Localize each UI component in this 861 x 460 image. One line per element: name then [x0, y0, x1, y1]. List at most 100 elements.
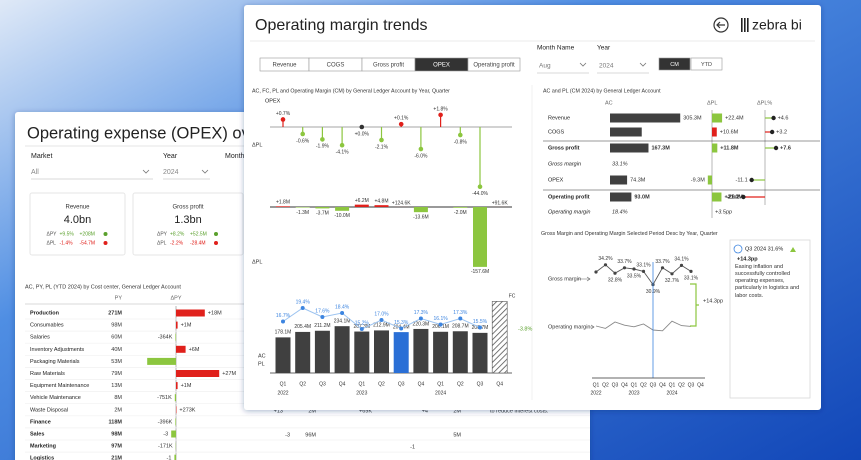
margin-dot [632, 267, 636, 271]
ac-bar [610, 113, 681, 123]
delta-bar [374, 205, 389, 207]
row-name: Salaries [30, 335, 50, 341]
tab[interactable] [467, 57, 521, 72]
card-line-pct: +8.2% [170, 231, 185, 237]
filter-value[interactable]: 2024 [599, 63, 614, 70]
tab-label[interactable]: Operating profit [473, 63, 515, 69]
card-line-abs: -28.4M [190, 240, 206, 246]
filter-value[interactable]: All [31, 169, 39, 176]
row-name: Operating profit [548, 194, 590, 200]
delta-bar [171, 430, 176, 438]
card-line-dot [103, 241, 108, 245]
comment-icon [733, 244, 743, 254]
dpl-label: +21.0M [724, 194, 743, 200]
comment-note: to reduce interest costs. [490, 408, 549, 414]
ac-label: 74.3M [630, 177, 646, 183]
margin-label: 19.4% [296, 299, 311, 305]
margin-dot [281, 319, 285, 324]
filter-label: Month [225, 153, 245, 160]
x-tick-label: Q2 [678, 382, 685, 388]
margin-dot [300, 306, 305, 310]
card-line-label: ΔPL [47, 240, 57, 246]
x-tick-label: Q1 [280, 381, 287, 387]
tab-label[interactable]: Gross profit [373, 63, 404, 69]
filter-value[interactable]: 2024 [163, 169, 179, 176]
row-name: Operating margin [548, 209, 591, 215]
x-tick-label: Q3 [319, 381, 326, 387]
card-line-pct: -2.2% [170, 240, 184, 246]
row-py: 2M [114, 407, 122, 413]
delta-label: +6M [189, 347, 200, 353]
margin-dot [670, 272, 674, 276]
margin-label: 15.2% [355, 320, 370, 326]
delta-label: +1.8M [276, 200, 290, 206]
delta-annotation: +14.3pp [703, 298, 723, 304]
table-fragment: 2M [453, 408, 461, 414]
table-fragment: +69K [359, 408, 372, 414]
margin-dot [594, 270, 598, 274]
toggle-label[interactable]: CM [670, 62, 679, 68]
card-line-pct: -1.4% [60, 240, 74, 246]
row-name: Equipment Maintenance [30, 383, 89, 389]
column [354, 331, 370, 373]
toggle-label[interactable]: YTD [701, 62, 712, 68]
margin-dot [359, 327, 364, 331]
dpct-label: +7.6 [780, 145, 791, 151]
margin-label: 33.5% [627, 273, 642, 279]
chart-title: AC and PL (CM 2024) by General Ledger Ac… [543, 88, 661, 94]
delta-label: -10.0M [334, 213, 350, 219]
ac-bar [610, 175, 628, 185]
margin-dot [340, 311, 345, 315]
toggle[interactable] [658, 57, 691, 71]
row-name: Vehicle Maintenance [30, 395, 81, 401]
back-arrow [716, 21, 725, 29]
tab-label[interactable]: COGS [327, 63, 345, 69]
dpct-dot [771, 115, 776, 121]
chart-title: AC, FC, PL and Operating Margin (CM) by … [252, 88, 450, 94]
comment-value: +14.3pp [737, 256, 758, 262]
column-header: ΔPY [170, 295, 181, 301]
dpl-label: -9.3M [691, 177, 705, 183]
lollipop-dot [280, 117, 286, 122]
ac-label: 33.1% [612, 161, 628, 167]
margin-label: 33.7% [617, 259, 632, 265]
column [472, 332, 488, 373]
column [452, 331, 468, 373]
row-py: 8M [114, 395, 122, 401]
margin-label: 34.2% [598, 256, 613, 262]
row-name: Raw Materials [30, 371, 65, 377]
x-tick-label: Q3 [650, 382, 657, 388]
margin-dot [379, 318, 384, 322]
tab-label[interactable]: OPEX [433, 63, 450, 69]
dpl-label: +10.6M [720, 129, 739, 135]
filter-label: Year [163, 153, 178, 160]
chart-title-box: Gross Margin and Operating Margin Select… [541, 231, 718, 237]
filter-value[interactable]: Aug [539, 63, 551, 70]
lollipop-dot [458, 132, 463, 138]
card-line-label: ΔPL [157, 240, 167, 246]
row-name: Revenue [548, 115, 570, 121]
tab-label[interactable]: Revenue [272, 63, 297, 69]
end-label: -3.8% [518, 326, 532, 332]
x-tick-label: Q4 [496, 381, 503, 387]
row-name: Marketing [30, 444, 56, 450]
delta-bar [176, 370, 220, 377]
card-title: Gross profit [172, 205, 203, 211]
dpct-label: +4.6 [778, 115, 789, 121]
toggle[interactable] [690, 57, 723, 71]
comment-title: Q3 2024 31.6% [745, 246, 783, 252]
lollipop-dot [398, 121, 404, 127]
x-tick-label: Q2 [299, 381, 306, 387]
delta-bar [147, 357, 176, 365]
delta-bar [473, 207, 487, 267]
delta-pct-label: -4.1% [336, 150, 350, 156]
panel-title: Operating expense (OPEX) overview [27, 124, 298, 142]
delta-bar [176, 309, 205, 317]
delta-bar [176, 345, 186, 353]
column-header: AC [605, 100, 613, 106]
card-line-label: ΔPY [157, 231, 168, 237]
margin-dot [660, 266, 665, 270]
row-py: 40M [111, 347, 122, 353]
row-name: Waste Disposal [30, 407, 68, 413]
back-button[interactable] [713, 17, 729, 33]
